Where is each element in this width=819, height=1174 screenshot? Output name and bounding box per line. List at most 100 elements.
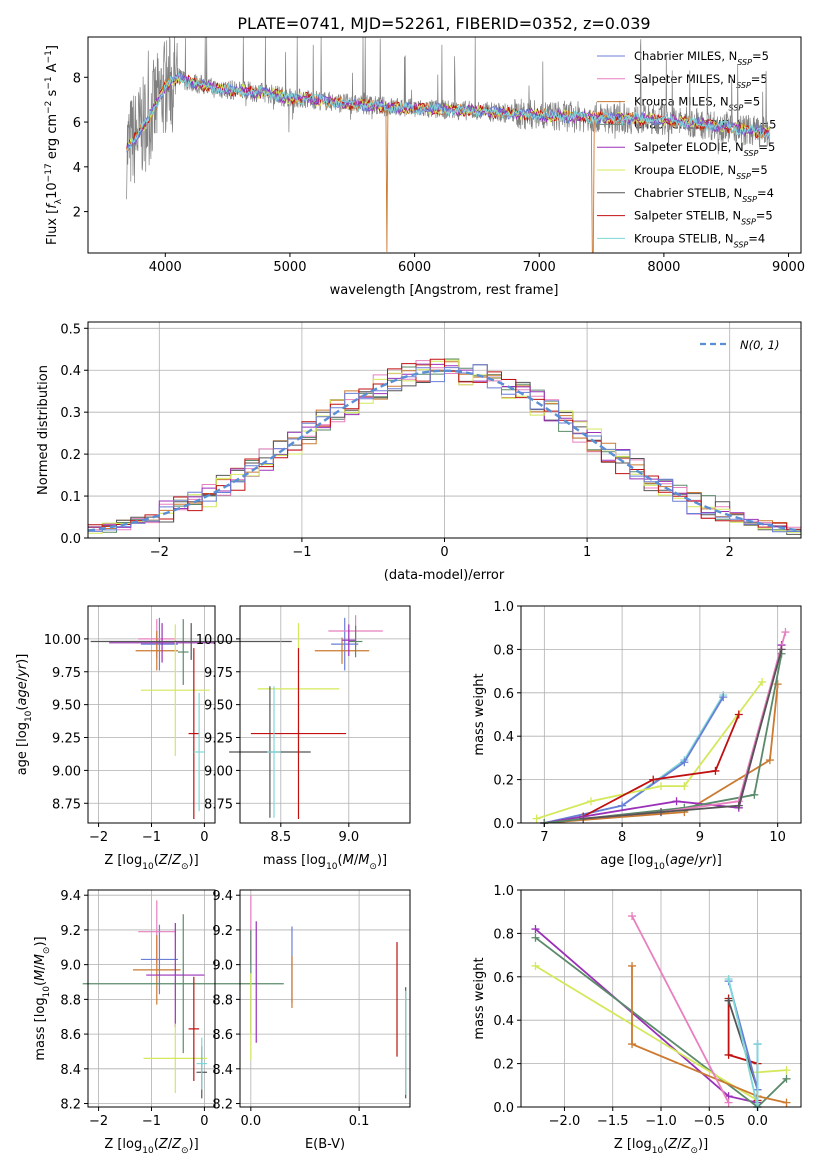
- panel-6-y-label-part: (: [33, 981, 48, 986]
- panel-8-y-label-part: mass weight: [472, 957, 487, 1039]
- y-tick-label: 9.00: [204, 764, 233, 779]
- weight-marker-salpeter_elodie: [531, 925, 540, 934]
- panel-3-y-label-part: age: [15, 681, 30, 705]
- x-tick-label: 0.0: [747, 1114, 768, 1129]
- legend-label-sub: SSP: [742, 194, 757, 203]
- gaussian-curve: [87, 369, 802, 532]
- x-tick-label: −1: [142, 1114, 161, 1129]
- panel-8-x-label-part: Z: [667, 1137, 678, 1152]
- panel-3-y-label-part: yr: [15, 662, 30, 678]
- panel-6-x-label-part: Z: [158, 1137, 169, 1152]
- y-tick-label: 8.75: [204, 797, 233, 812]
- panel-5-x-label-part: age [log: [600, 853, 653, 868]
- legend-label: Salpeter ELODIE, NSSP=5: [634, 140, 775, 158]
- panel-3-y-label: age [log10(age/yr)]: [15, 654, 34, 776]
- panel-6-y-label-part: M: [33, 970, 48, 981]
- legend-label: Salpeter MILES, NSSP=5: [634, 72, 768, 90]
- y-tick-label: 9.2: [212, 924, 233, 939]
- weight-marker-chabrier_stelib: [724, 996, 733, 1005]
- x-tick-label: 6000: [398, 260, 431, 275]
- panel-3-x-label-part: Z: [171, 853, 182, 868]
- panel-4-x-label: mass [log10(M/M⊙)]: [263, 853, 387, 872]
- y-tick-label: 9.75: [204, 666, 233, 681]
- spectrum-y-label-part: s: [45, 89, 60, 100]
- weight-marker-chabrier_elodie: [782, 1074, 791, 1083]
- gaussian-legend-label: N(0, 1): [740, 338, 780, 352]
- legend-label-tail: =4: [757, 186, 774, 200]
- legend-label-text: Chabrier MILES, N: [634, 49, 737, 63]
- spectrum-y-label-part: erg cm: [45, 114, 60, 163]
- y-tick-label: 0.0: [493, 1101, 514, 1116]
- y-tick-label: 9.4: [60, 889, 81, 904]
- panel-3-x-label: Z [log10(Z/Z⊙)]: [104, 853, 198, 872]
- legend-label-text: Kroupa ELODIE, N: [634, 163, 736, 177]
- y-tick-label: 9.2: [60, 924, 81, 939]
- x-tick-label: 9000: [772, 260, 805, 275]
- x-tick-label: 0: [200, 830, 208, 845]
- weight-marker-chabrier_elodie: [531, 933, 540, 942]
- panel-6-y-label-part: ⊙: [42, 947, 52, 955]
- weight-marker-chabrier_stelib: [657, 808, 665, 817]
- panel-8-x-label-part: (: [663, 1137, 668, 1152]
- weight-marker-kroupa_miles: [628, 961, 637, 970]
- weight-marker-salpeter_miles: [724, 1098, 733, 1107]
- x-tick-label: −0.5: [693, 1114, 725, 1129]
- y-tick-label: 8.4: [60, 1063, 81, 1078]
- legend-label-sub: SSP: [741, 217, 756, 226]
- panel-8-x-label-part: /: [677, 1137, 682, 1152]
- weight-marker-chabrier_miles: [680, 758, 689, 767]
- spectrum-y-label-part: f: [45, 202, 60, 209]
- panel-6: −2 −1 08.28.48.68.89.09.29.4Z [log10(Z/Z⊙)…: [33, 889, 284, 1156]
- panel-4-x-label-part: M: [343, 853, 354, 868]
- spectrum-y-label: Flux [fλ10−17 erg cm−2 s−1 A−1]: [44, 45, 64, 245]
- panel-4-x-label-part: M: [358, 853, 369, 868]
- x-tick-label: 9: [696, 830, 704, 845]
- y-tick-label: 8.75: [52, 797, 81, 812]
- panel-3-x-label-part: 10: [142, 862, 154, 872]
- y-tick-label: 0.0: [60, 532, 81, 547]
- legend-label-tail: =4: [748, 231, 765, 245]
- x-tick-label: −1.5: [597, 1114, 629, 1129]
- weight-marker-salpeter_miles: [781, 628, 790, 637]
- y-tick-label: 0.8: [493, 927, 514, 942]
- y-tick-label: 9.75: [52, 666, 81, 681]
- panel-4-x-label-part: )]: [377, 853, 387, 868]
- weight-marker-kroupa_stelib: [724, 974, 733, 983]
- y-tick-label: 9.25: [52, 732, 81, 747]
- y-tick-label: 9.00: [52, 764, 81, 779]
- y-tick-label: 8.8: [60, 993, 81, 1008]
- legend-label: Kroupa MILES, NSSP=5: [634, 95, 760, 113]
- x-tick-label: 2: [726, 545, 734, 560]
- legend-label-text: Kroupa MILES, N: [634, 95, 729, 109]
- x-tick-label: 7000: [523, 260, 556, 275]
- y-tick-label: 0.3: [60, 406, 81, 421]
- legend-label-text: Kroupa STELIB, N: [634, 231, 734, 245]
- weight-marker-kroupa_stelib: [753, 1040, 762, 1049]
- y-tick-label: 8.2: [60, 1098, 81, 1113]
- legend-label-sub: SSP: [744, 149, 759, 158]
- y-tick-label: 6: [73, 116, 81, 131]
- y-tick-label: 0.8: [493, 643, 514, 658]
- residual-y-label-part: Normed distribution: [36, 365, 51, 495]
- legend-label-text: Salpeter MILES, N: [634, 72, 736, 86]
- x-tick-label: 0.0: [240, 1114, 261, 1129]
- panel-5-x-label-part: 10: [653, 862, 665, 872]
- weight-marker-salpeter_stelib: [711, 766, 720, 775]
- legend-label-sub: SSP: [737, 58, 752, 67]
- panel-3-y-label-part: (: [15, 706, 30, 711]
- panel-6-y-label-part: mass [log: [33, 997, 48, 1060]
- panel-4: 8.5 9.0 8.75 9.00 9.25 9.50 9.75 10.00 mass [log…: [196, 605, 411, 872]
- x-tick-label: 0: [440, 545, 448, 560]
- weight-line-kroupa_miles: [544, 684, 779, 824]
- y-tick-label: 0.4: [493, 1014, 514, 1029]
- y-tick-label: 2: [73, 206, 81, 221]
- panel-8-x-label-part: Z: [681, 1137, 692, 1152]
- weight-line-salpeter_miles: [631, 915, 730, 1104]
- weight-marker-chabrier_stelib: [579, 814, 588, 823]
- y-tick-label: 0.2: [60, 448, 81, 463]
- spectrum-y-label-part: −1: [44, 76, 54, 89]
- x-tick-label: −2: [89, 1114, 108, 1129]
- spectrum-y-label-part: −1: [44, 50, 54, 63]
